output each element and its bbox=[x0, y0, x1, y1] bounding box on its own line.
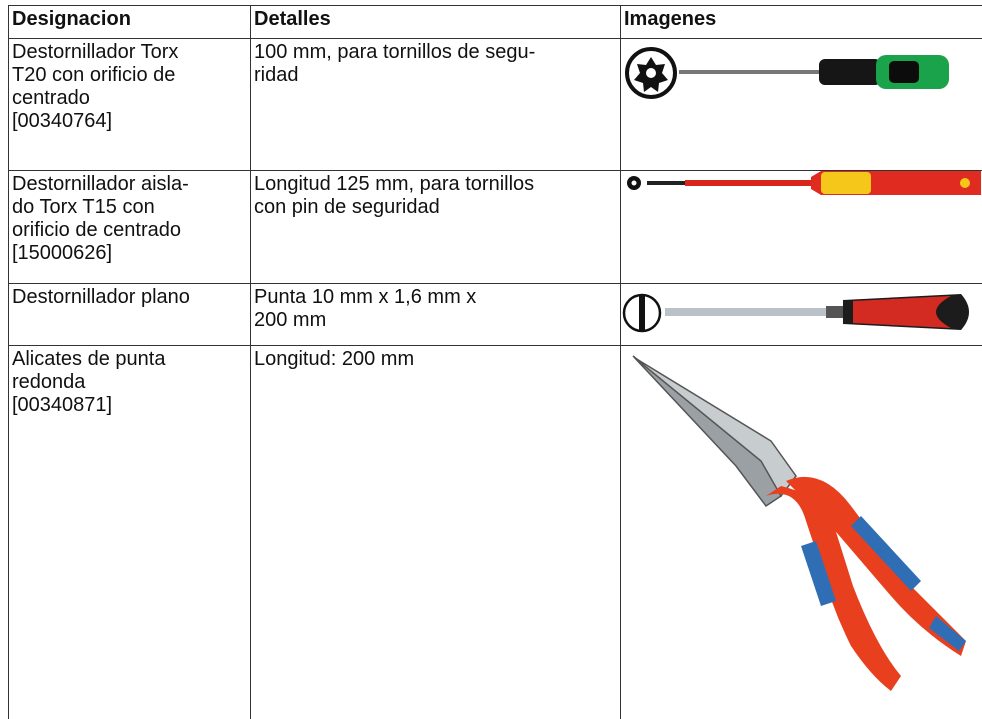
header-cell: Designacion bbox=[8, 5, 250, 38]
cell: Longitud 125 mm, para tornillos con pin … bbox=[250, 170, 620, 283]
image-cell bbox=[620, 345, 982, 719]
cell: Destornillador plano bbox=[8, 283, 250, 345]
cell: Longitud: 200 mm bbox=[250, 345, 620, 719]
image-cell bbox=[620, 283, 982, 345]
torx-screwdriver-image bbox=[625, 47, 949, 99]
cell: Alicates de punta redonda [00340871] bbox=[8, 345, 250, 719]
cell: Punta 10 mm x 1,6 mm x 200 mm bbox=[250, 283, 620, 345]
insulated-screwdriver-image bbox=[627, 171, 981, 195]
header-cell: Imagenes bbox=[620, 5, 982, 38]
cell: 100 mm, para tornillos de segu- ridad bbox=[250, 38, 620, 170]
pliers-image bbox=[632, 355, 966, 691]
image-cell bbox=[620, 38, 982, 170]
cell: Destornillador Torx T20 con orificio de … bbox=[8, 38, 250, 170]
header-cell: Detalles bbox=[250, 5, 620, 38]
flat-screwdriver-image bbox=[622, 293, 969, 333]
cell: Destornillador aisla- do Torx T15 con or… bbox=[8, 170, 250, 283]
image-cell bbox=[620, 170, 982, 283]
